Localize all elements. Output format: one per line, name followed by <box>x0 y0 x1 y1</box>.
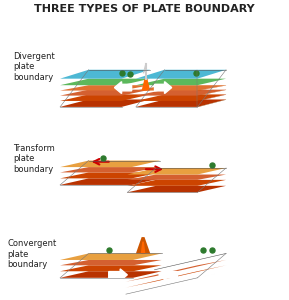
Polygon shape <box>197 70 226 79</box>
Polygon shape <box>126 260 226 282</box>
FancyArrow shape <box>155 82 172 94</box>
Polygon shape <box>197 94 226 101</box>
Polygon shape <box>197 85 226 91</box>
Polygon shape <box>126 265 226 288</box>
Polygon shape <box>60 100 150 107</box>
Polygon shape <box>136 85 226 91</box>
Polygon shape <box>197 271 226 278</box>
Polygon shape <box>197 175 226 180</box>
Polygon shape <box>60 260 162 265</box>
Polygon shape <box>197 186 226 192</box>
Polygon shape <box>136 94 226 101</box>
Polygon shape <box>197 254 226 260</box>
FancyArrow shape <box>114 82 131 94</box>
Polygon shape <box>136 70 226 79</box>
Polygon shape <box>136 100 226 107</box>
Polygon shape <box>60 254 162 260</box>
Polygon shape <box>127 175 226 180</box>
Polygon shape <box>60 160 160 167</box>
Polygon shape <box>60 172 160 178</box>
Polygon shape <box>126 254 226 276</box>
Polygon shape <box>60 85 150 91</box>
Polygon shape <box>197 79 226 85</box>
Polygon shape <box>127 180 226 186</box>
Polygon shape <box>197 260 226 265</box>
Polygon shape <box>60 178 160 185</box>
Polygon shape <box>197 90 226 96</box>
Polygon shape <box>60 271 162 278</box>
Text: Convergent
plate
boundary: Convergent plate boundary <box>7 239 56 269</box>
Text: Divergent
plate
boundary: Divergent plate boundary <box>13 52 55 82</box>
Polygon shape <box>127 186 226 192</box>
Polygon shape <box>60 90 150 96</box>
FancyArrow shape <box>109 269 127 281</box>
Polygon shape <box>197 180 226 186</box>
Polygon shape <box>136 90 226 96</box>
Polygon shape <box>197 265 226 271</box>
Polygon shape <box>142 79 150 91</box>
Polygon shape <box>126 271 226 294</box>
Polygon shape <box>60 70 150 79</box>
Text: THREE TYPES OF PLATE BOUNDARY: THREE TYPES OF PLATE BOUNDARY <box>34 4 255 14</box>
Polygon shape <box>60 79 150 85</box>
Polygon shape <box>197 100 226 107</box>
Polygon shape <box>127 168 226 175</box>
Polygon shape <box>60 265 162 271</box>
Text: Transform
plate
boundary: Transform plate boundary <box>13 144 55 174</box>
Polygon shape <box>136 79 226 85</box>
Polygon shape <box>197 168 226 175</box>
Polygon shape <box>141 242 145 254</box>
FancyArrow shape <box>159 269 177 281</box>
Polygon shape <box>136 237 150 253</box>
Polygon shape <box>60 167 160 172</box>
Polygon shape <box>60 94 150 101</box>
